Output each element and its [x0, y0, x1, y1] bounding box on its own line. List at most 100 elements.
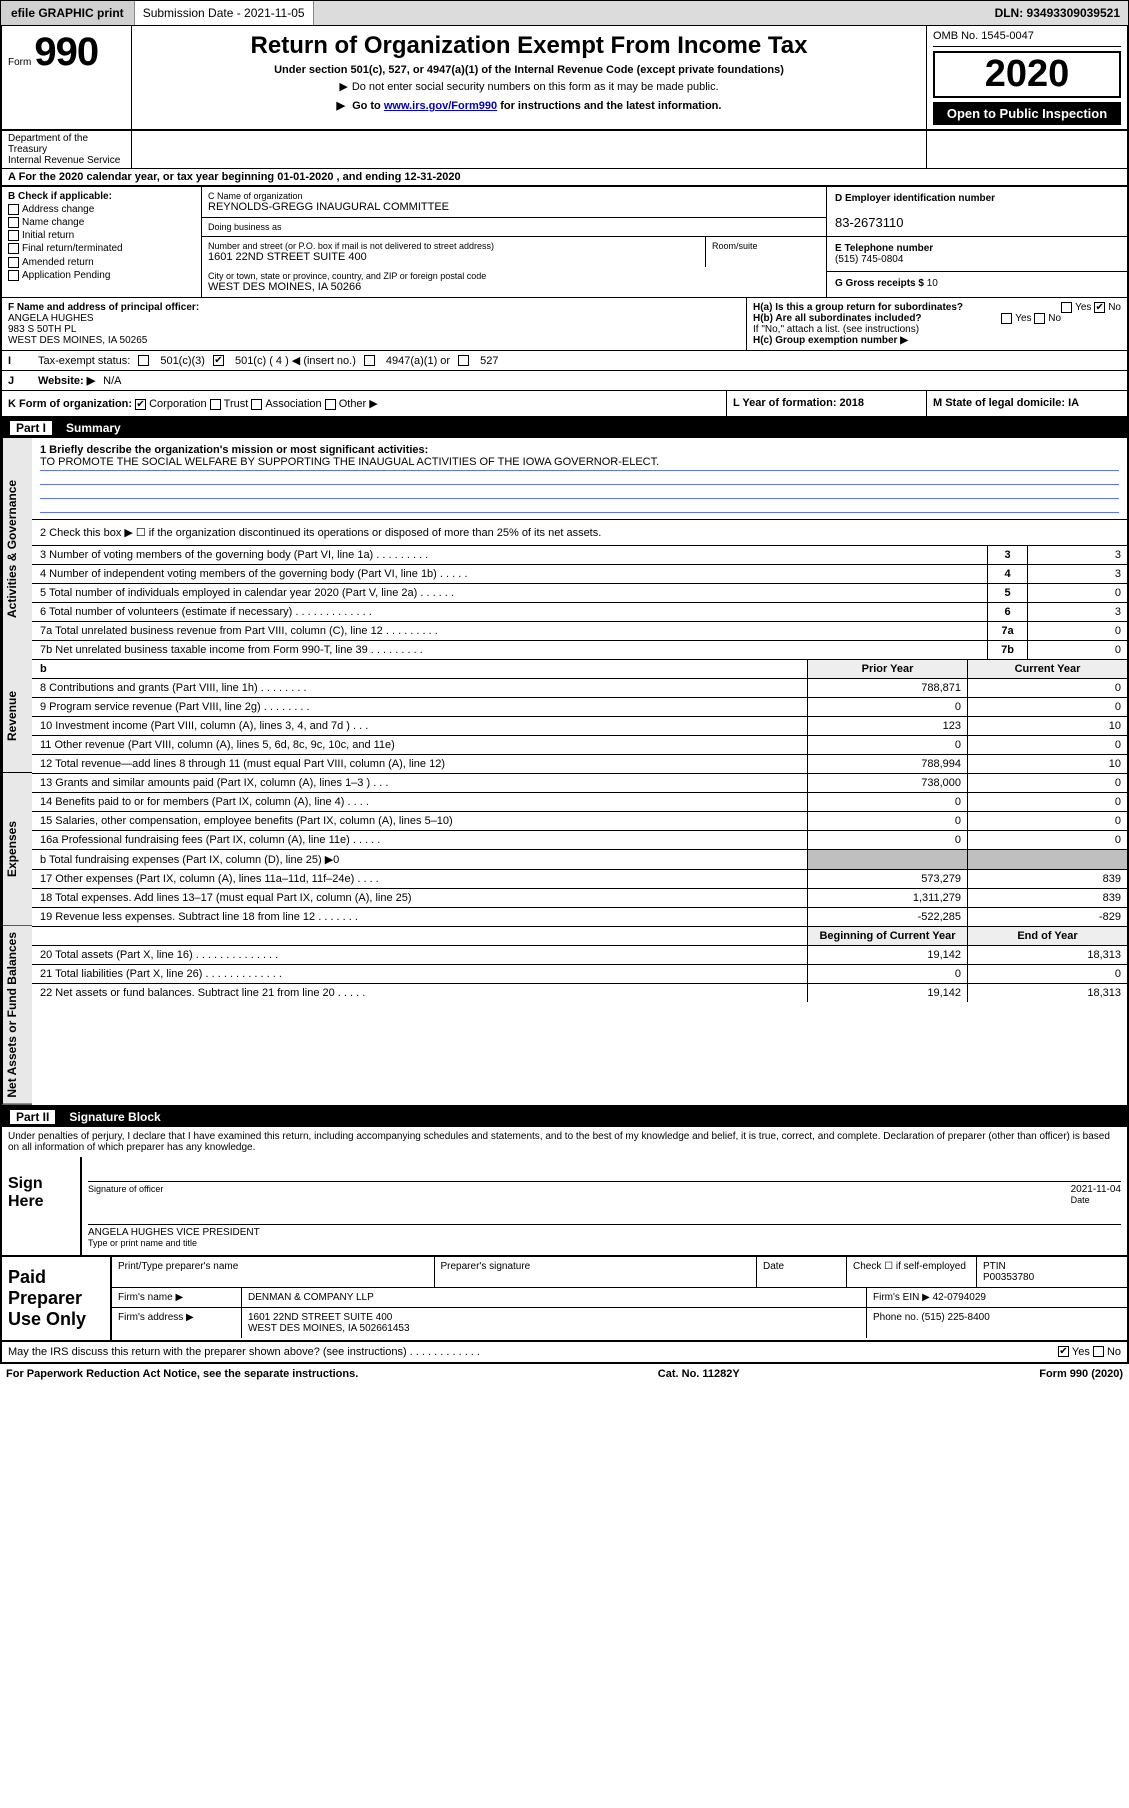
typed-name: ANGELA HUGHES VICE PRESIDENT: [88, 1227, 260, 1238]
form-number-cell: Form 990: [2, 26, 132, 129]
self-employed-check[interactable]: Check ☐ if self-employed: [847, 1257, 977, 1287]
line-3: 3 Number of voting members of the govern…: [32, 545, 987, 564]
rev-header: b Prior Year Current Year: [32, 659, 1127, 678]
paid-preparer-label: Paid Preparer Use Only: [2, 1257, 112, 1340]
line-21-current: 0: [967, 964, 1127, 983]
officer-addr1: 983 S 50TH PL: [8, 324, 76, 335]
ck-assoc[interactable]: [251, 399, 262, 410]
ck-other[interactable]: [325, 399, 336, 410]
goto-line: Go to www.irs.gov/Form990 for instructio…: [138, 99, 920, 112]
discuss-no[interactable]: [1093, 1346, 1104, 1357]
line-6: 6 Total number of volunteers (estimate i…: [32, 602, 987, 621]
dln: DLN: 93493309039521: [987, 1, 1128, 25]
officer-signature-line[interactable]: Signature of officer 2021-11-04 Date: [88, 1181, 1121, 1206]
form-title: Return of Organization Exempt From Incom…: [138, 32, 920, 60]
rev-rows: 8 Contributions and grants (Part VIII, l…: [32, 678, 1127, 773]
vlabel-governance: Activities & Governance: [2, 438, 32, 659]
ck-address-change[interactable]: Address change: [8, 204, 195, 215]
ck-amended-return[interactable]: Amended return: [8, 257, 195, 268]
line-8-prior: 788,871: [807, 678, 967, 697]
form-ref: Form 990 (2020): [1039, 1368, 1123, 1380]
form-header: Form 990 Return of Organization Exempt F…: [0, 26, 1129, 131]
line-17: 17 Other expenses (Part IX, column (A), …: [32, 869, 807, 888]
line-11-prior: 0: [807, 735, 967, 754]
street-row: Number and street (or P.O. box if mail i…: [202, 237, 826, 267]
na-rows: 20 Total assets (Part X, line 16) . . . …: [32, 945, 1127, 1002]
officer-block: F Name and address of principal officer:…: [2, 298, 747, 350]
ck-501c[interactable]: [213, 355, 224, 366]
preparer-row3: Firm's address ▶ 1601 22ND STREET SUITE …: [112, 1308, 1127, 1338]
firm-addr2: WEST DES MOINES, IA 502661453: [248, 1323, 410, 1334]
discuss-row: May the IRS discuss this return with the…: [0, 1342, 1129, 1364]
website: N/A: [103, 375, 121, 387]
line-4: 4 Number of independent voting members o…: [32, 564, 987, 583]
ck-4947[interactable]: [364, 355, 375, 366]
officer-h-block: F Name and address of principal officer:…: [0, 298, 1129, 351]
org-name: REYNOLDS-GREGG INAUGURAL COMMITTEE: [208, 201, 820, 213]
omb-number: OMB No. 1545-0047: [933, 30, 1121, 47]
pra-notice: For Paperwork Reduction Act Notice, see …: [6, 1368, 358, 1380]
line-7a: 7a Total unrelated business revenue from…: [32, 621, 987, 640]
k-form-org: K Form of organization: Corporation Trus…: [2, 391, 727, 416]
line-16a: 16a Professional fundraising fees (Part …: [32, 830, 807, 849]
firm-name: DENMAN & COMPANY LLP: [242, 1288, 867, 1307]
submission-date: Submission Date - 2021-11-05: [135, 1, 314, 25]
line-15: 15 Salaries, other compensation, employe…: [32, 811, 807, 830]
preparer-row2: Firm's name ▶ DENMAN & COMPANY LLP Firm'…: [112, 1288, 1127, 1308]
line-22-current: 18,313: [967, 983, 1127, 1002]
ein-row: D Employer identification number 83-2673…: [827, 187, 1127, 237]
gross-receipts: 10: [927, 278, 938, 289]
phone-row: E Telephone number (515) 745-0804: [827, 237, 1127, 272]
ck-application-pending[interactable]: Application Pending: [8, 270, 195, 281]
line-9-current: 0: [967, 697, 1127, 716]
vlabel-revenue: Revenue: [2, 659, 32, 773]
mission-text: TO PROMOTE THE SOCIAL WELFARE BY SUPPORT…: [40, 456, 1119, 471]
discuss-yes[interactable]: [1058, 1346, 1069, 1357]
street: 1601 22ND STREET SUITE 400: [208, 251, 699, 263]
efile-print-button[interactable]: efile GRAPHIC print: [1, 1, 135, 25]
ck-final-return[interactable]: Final return/terminated: [8, 243, 195, 254]
part-i-title: Summary: [66, 421, 121, 435]
vlabel-expenses: Expenses: [2, 773, 32, 926]
na-header: Beginning of Current Year End of Year: [32, 926, 1127, 945]
ck-501c3[interactable]: [138, 355, 149, 366]
ha-yes[interactable]: [1061, 302, 1072, 313]
exp-rows: 13 Grants and similar amounts paid (Part…: [32, 773, 1127, 926]
ck-corp[interactable]: [135, 399, 146, 410]
line-10: 10 Investment income (Part VIII, column …: [32, 716, 807, 735]
section-b-checks: B Check if applicable: Address change Na…: [2, 187, 202, 297]
line-6-num: 6: [987, 602, 1027, 621]
tax-year: 2020: [933, 51, 1121, 98]
line-20: 20 Total assets (Part X, line 16) . . . …: [32, 945, 807, 964]
ha-no[interactable]: [1094, 302, 1105, 313]
cat-no: Cat. No. 11282Y: [658, 1368, 740, 1380]
footer: For Paperwork Reduction Act Notice, see …: [0, 1364, 1129, 1384]
ck-527[interactable]: [458, 355, 469, 366]
hb-no[interactable]: [1034, 313, 1045, 324]
line-18-prior: 1,311,279: [807, 888, 967, 907]
line-14: 14 Benefits paid to or for members (Part…: [32, 792, 807, 811]
line-4-val: 3: [1027, 564, 1127, 583]
line-10-prior: 123: [807, 716, 967, 735]
form-subtitle: Under section 501(c), 527, or 4947(a)(1)…: [138, 64, 920, 76]
hb-yes[interactable]: [1001, 313, 1012, 324]
part-ii-tag: Part II: [10, 1110, 55, 1124]
line-j: J Website: ▶ N/A: [0, 371, 1129, 391]
line-10-current: 10: [967, 716, 1127, 735]
gross-receipts-row: G Gross receipts $ 10: [827, 272, 1127, 295]
line-b-current: [967, 849, 1127, 869]
h-note: If "No," attach a list. (see instruction…: [753, 324, 1121, 335]
city-row: City or town, state or province, country…: [202, 267, 826, 297]
line-5-val: 0: [1027, 583, 1127, 602]
line-18-current: 839: [967, 888, 1127, 907]
line-5-num: 5: [987, 583, 1027, 602]
ck-name-change[interactable]: Name change: [8, 217, 195, 228]
ck-initial-return[interactable]: Initial return: [8, 230, 195, 241]
ck-trust[interactable]: [210, 399, 221, 410]
goto-link[interactable]: www.irs.gov/Form990: [384, 100, 497, 112]
klm-row: K Form of organization: Corporation Trus…: [0, 391, 1129, 418]
m-state: M State of legal domicile: IA: [927, 391, 1127, 416]
line-15-prior: 0: [807, 811, 967, 830]
hc-label: H(c) Group exemption number ▶: [753, 335, 908, 346]
goto-pre: Go to: [352, 100, 384, 112]
